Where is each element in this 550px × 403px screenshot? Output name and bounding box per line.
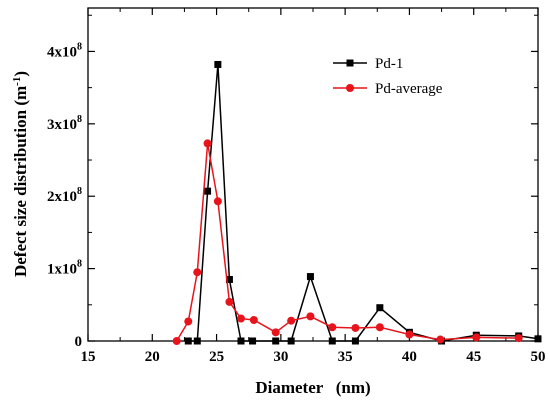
data-point-pd-average (287, 316, 296, 325)
y-tick-label: 1x108 (47, 259, 82, 278)
data-point-pd-1 (376, 304, 384, 312)
data-point-pd-1 (249, 337, 257, 345)
plot-area-frame (87, 7, 539, 342)
x-axis-title: Diameter (nm) (255, 378, 370, 397)
x-tick-labels: 15 20 25 30 35 40 45 50 (81, 349, 546, 365)
y-tick-label-base: 3x10 (47, 117, 77, 133)
y-tick-label: 3x108 (47, 114, 82, 133)
legend-marker-pd-1 (346, 59, 354, 67)
data-point-pd-1 (225, 275, 233, 283)
x-tick-label: 15 (81, 349, 96, 365)
y-axis-title-close: ) (11, 71, 30, 77)
data-point-pd-1 (306, 273, 314, 281)
data-point-pd-1 (184, 337, 192, 345)
x-tick-label: 30 (273, 349, 288, 365)
y-tick-label: 2x108 (47, 186, 82, 205)
y-axis-title-superscript: -1 (11, 77, 23, 86)
y-tick-label-base: 2x10 (47, 189, 77, 205)
series-line-pd-average (176, 143, 519, 342)
y-tick-label-base: 1x10 (47, 262, 77, 278)
y-tick-label-exponent: 8 (77, 41, 82, 52)
data-point-pd-average (184, 317, 193, 326)
data-point-pd-average (306, 312, 315, 321)
x-tick-label: 45 (466, 349, 481, 365)
data-point-pd-average (351, 323, 360, 332)
y-tick-label: 0 (75, 334, 83, 350)
data-point-pd-average (203, 139, 212, 148)
y-tick-label-exponent: 8 (77, 114, 82, 125)
data-point-pd-average (375, 323, 384, 332)
data-point-pd-average (225, 297, 234, 306)
y-tick-label-exponent: 8 (77, 259, 82, 270)
data-point-pd-average (405, 330, 414, 339)
data-point-pd-1 (237, 337, 245, 345)
y-tick-label-base: 4x10 (47, 44, 77, 60)
y-tick-label-base: 0 (75, 334, 83, 350)
data-point-pd-1 (328, 337, 336, 345)
y-axis-title-main: Defect size distribution (m (11, 86, 30, 277)
data-point-pd-1 (214, 60, 222, 68)
data-point-pd-1 (272, 337, 280, 345)
data-point-pd-1 (204, 187, 212, 195)
data-point-pd-average (213, 197, 222, 206)
y-axis-title: Defect size distribution (m-1) (11, 71, 30, 277)
x-tick-label: 20 (145, 349, 160, 365)
x-tick-label: 35 (338, 349, 353, 365)
x-tick-label: 50 (531, 349, 546, 365)
data-point-pd-1 (287, 337, 295, 345)
legend-label-pd-1: Pd-1 (375, 56, 403, 72)
data-point-pd-average (472, 333, 481, 342)
data-point-pd-1 (193, 337, 201, 345)
data-point-pd-1 (534, 335, 542, 343)
data-point-pd-average (436, 335, 445, 344)
data-point-pd-average (328, 323, 337, 332)
legend: Pd-1 Pd-average (333, 56, 443, 97)
data-point-pd-average (237, 314, 245, 323)
data-point-pd-average (514, 334, 523, 343)
data-point-pd-average (249, 316, 258, 325)
y-tick-label-exponent: 8 (77, 186, 82, 197)
legend-marker-pd-average (346, 84, 354, 92)
data-point-pd-average (271, 328, 280, 337)
legend-label-pd-average: Pd-average (375, 81, 443, 97)
data-point-pd-average (193, 268, 202, 277)
axis-ticks (87, 8, 539, 342)
x-tick-label: 40 (402, 349, 417, 365)
x-tick-label: 25 (209, 349, 224, 365)
data-point-pd-average (172, 337, 181, 345)
data-point-pd-1 (351, 337, 359, 345)
y-tick-label: 4x108 (47, 41, 82, 60)
series-line-pd-1 (188, 64, 539, 342)
series-layer (172, 60, 542, 345)
